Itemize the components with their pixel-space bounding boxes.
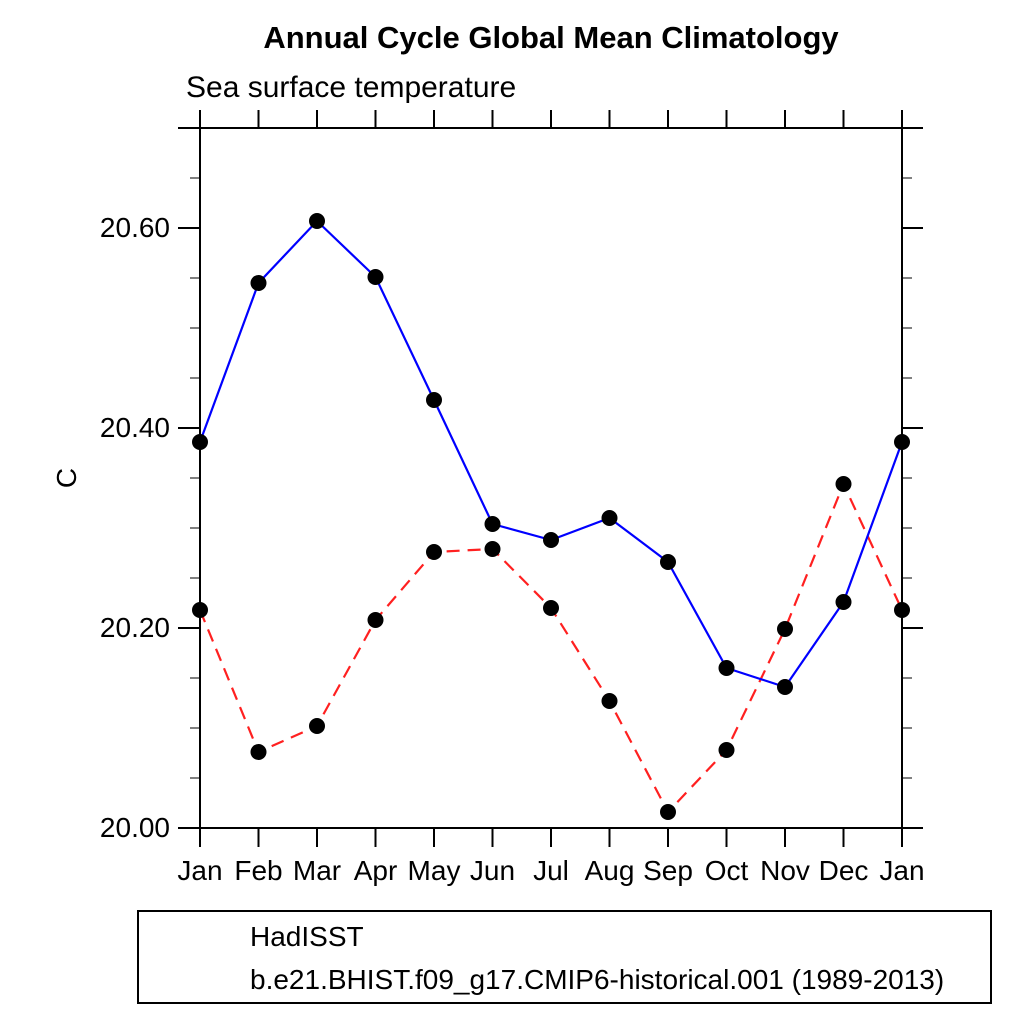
data-point-marker [835,594,852,610]
data-point-marker [601,693,618,709]
data-point-marker [309,718,325,734]
chart-subtitle: Sea surface temperature [186,71,517,104]
x-tick-label: Jul [533,855,569,886]
data-point-marker [367,269,384,285]
x-tick-label: Dec [818,855,869,886]
data-point-marker [543,600,559,616]
x-tick-label: Feb [234,855,283,886]
plot-border [199,127,903,829]
x-tick-label: Apr [353,855,398,886]
data-point-marker [894,602,910,618]
y-tick-label: 20.00 [99,812,170,843]
data-point-marker [426,392,442,408]
x-tick-label: Nov [760,855,810,886]
legend-box: HadISST b.e21.BHIST.f09_g17.CMIP6-histor… [137,910,992,1004]
data-point-marker [192,434,208,450]
data-point-marker [718,742,735,758]
legend-item-hadisst-label: HadISST [250,921,364,952]
data-point-marker [543,532,559,548]
data-point-marker [660,554,676,570]
data-point-marker [777,679,793,695]
data-point-marker [660,804,676,820]
data-point-marker [835,476,852,492]
data-point-marker [250,275,267,291]
x-tick-label: Mar [292,855,342,886]
x-tick-label: Jan [879,855,925,886]
x-tick-label: Aug [584,855,635,886]
data-point-marker [309,213,325,229]
data-point-marker [367,612,384,628]
data-point-marker [894,434,910,450]
x-tick-label: Oct [704,855,749,886]
legend-item-model-label: b.e21.BHIST.f09_g17.CMIP6-historical.001… [250,964,945,995]
y-tick-label: 20.40 [99,412,170,443]
data-point-marker [777,621,793,637]
data-point-marker [192,602,208,618]
data-point-marker [601,510,618,526]
x-tick-label: May [407,855,461,886]
y-axis-label: C [51,467,82,489]
x-tick-label: Jun [469,855,516,886]
x-tick-label: Sep [643,855,693,886]
data-point-marker [426,544,442,560]
x-tick-label: Jan [177,855,223,886]
series-line-hadisst [198,219,904,689]
data-point-marker [484,516,501,532]
data-point-marker [718,660,735,676]
data-point-marker [250,744,267,760]
y-tick-label: 20.60 [99,212,170,243]
y-tick-label: 20.20 [99,612,170,643]
chart-title: Annual Cycle Global Mean Climatology [263,20,839,55]
data-point-marker [484,541,501,557]
